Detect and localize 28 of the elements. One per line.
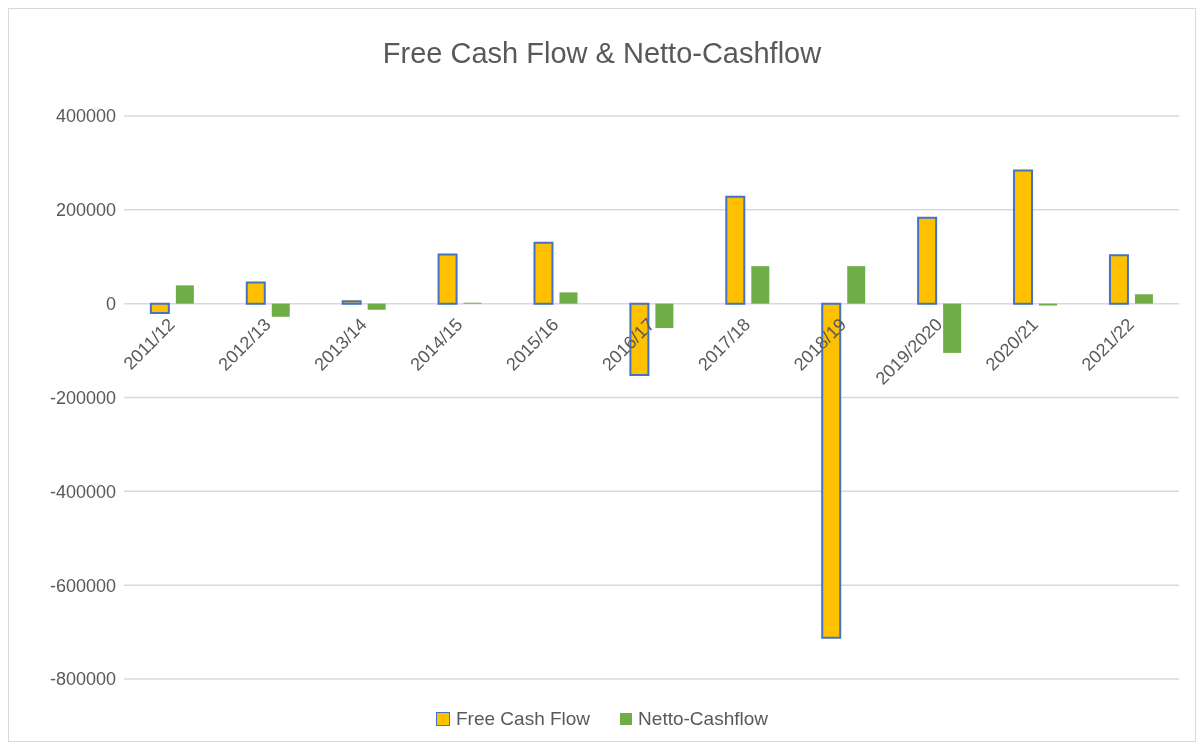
y-tick-label: -800000 — [49, 669, 116, 690]
bar — [175, 285, 194, 304]
bar — [917, 216, 938, 305]
bar — [1013, 169, 1034, 305]
bar — [149, 302, 170, 315]
y-tick-label: 0 — [105, 294, 116, 315]
bar — [533, 241, 554, 305]
bar — [437, 253, 458, 305]
bar — [751, 266, 770, 304]
legend-label: Netto-Cashflow — [637, 708, 768, 730]
bar — [1108, 254, 1129, 305]
y-tick-label: -600000 — [49, 575, 116, 596]
bar — [367, 303, 386, 310]
bar — [341, 300, 362, 305]
chart-title: Free Cash Flow & Netto-Cashflow — [381, 36, 823, 71]
y-tick-label: -400000 — [49, 481, 116, 502]
bar — [847, 266, 866, 304]
bar — [725, 195, 746, 305]
bar — [1134, 294, 1153, 304]
y-tick-label: -200000 — [49, 387, 116, 408]
bar — [245, 281, 266, 305]
bar — [559, 292, 578, 304]
bar — [655, 303, 674, 329]
legend-label: Free Cash Flow — [455, 708, 591, 730]
bar — [943, 303, 962, 353]
bar — [271, 303, 290, 317]
y-tick-label: 200000 — [55, 200, 116, 221]
y-tick-label: 400000 — [55, 106, 116, 127]
